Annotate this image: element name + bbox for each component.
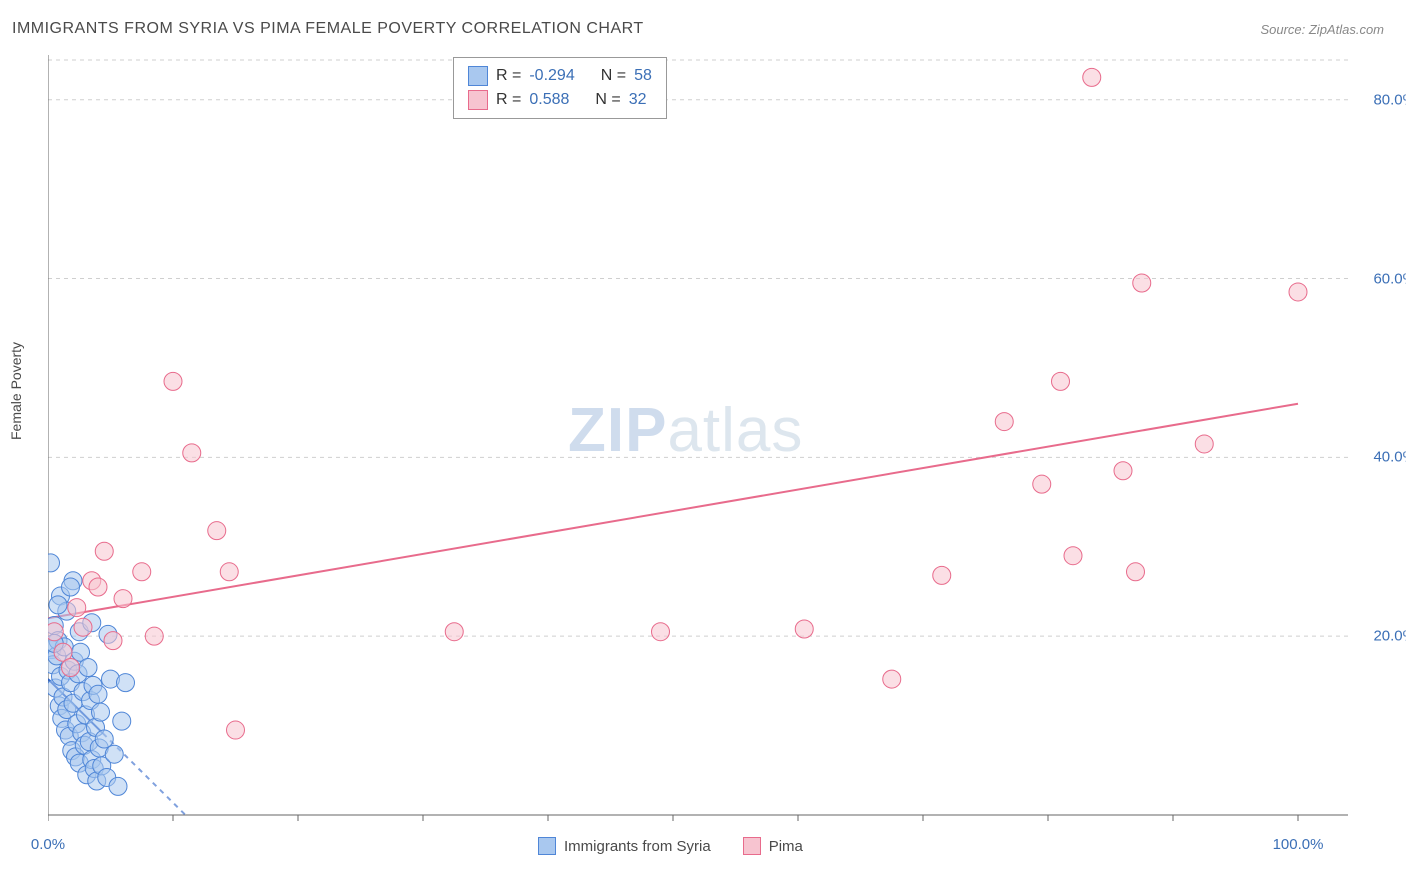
y-tick-label: 80.0% bbox=[1373, 91, 1406, 108]
legend-swatch-syria-bottom bbox=[538, 837, 556, 855]
source-attribution: Source: ZipAtlas.com bbox=[1260, 22, 1384, 37]
r-label: R = bbox=[496, 91, 521, 109]
n-value-syria: 58 bbox=[634, 67, 652, 85]
chart-plot-area: ZIPatlas R = -0.294 N = 58 R = 0.588 N =… bbox=[48, 55, 1358, 825]
y-tick-label: 20.0% bbox=[1373, 628, 1406, 645]
y-axis-label: Female Poverty bbox=[8, 342, 24, 440]
legend-item-syria: Immigrants from Syria bbox=[538, 837, 711, 855]
n-label: N = bbox=[595, 91, 620, 109]
legend-swatch-pima bbox=[468, 90, 488, 110]
r-value-syria: -0.294 bbox=[529, 67, 574, 85]
scatter-plot-svg bbox=[48, 55, 1358, 825]
y-tick-label: 60.0% bbox=[1373, 270, 1406, 287]
chart-title: IMMIGRANTS FROM SYRIA VS PIMA FEMALE POV… bbox=[12, 20, 644, 38]
correlation-legend: R = -0.294 N = 58 R = 0.588 N = 32 bbox=[453, 57, 667, 119]
x-tick-label: 100.0% bbox=[1273, 836, 1324, 853]
legend-swatch-syria bbox=[468, 66, 488, 86]
legend-swatch-pima-bottom bbox=[743, 837, 761, 855]
n-label: N = bbox=[601, 67, 626, 85]
legend-label-pima: Pima bbox=[769, 838, 803, 855]
legend-item-pima: Pima bbox=[743, 837, 803, 855]
legend-row-pima: R = 0.588 N = 32 bbox=[468, 88, 652, 112]
legend-row-syria: R = -0.294 N = 58 bbox=[468, 64, 652, 88]
y-tick-label: 40.0% bbox=[1373, 449, 1406, 466]
n-value-pima: 32 bbox=[629, 91, 647, 109]
legend-label-syria: Immigrants from Syria bbox=[564, 838, 711, 855]
series-legend: Immigrants from Syria Pima bbox=[538, 837, 803, 855]
x-tick-label: 0.0% bbox=[31, 836, 65, 853]
r-value-pima: 0.588 bbox=[529, 91, 569, 109]
r-label: R = bbox=[496, 67, 521, 85]
